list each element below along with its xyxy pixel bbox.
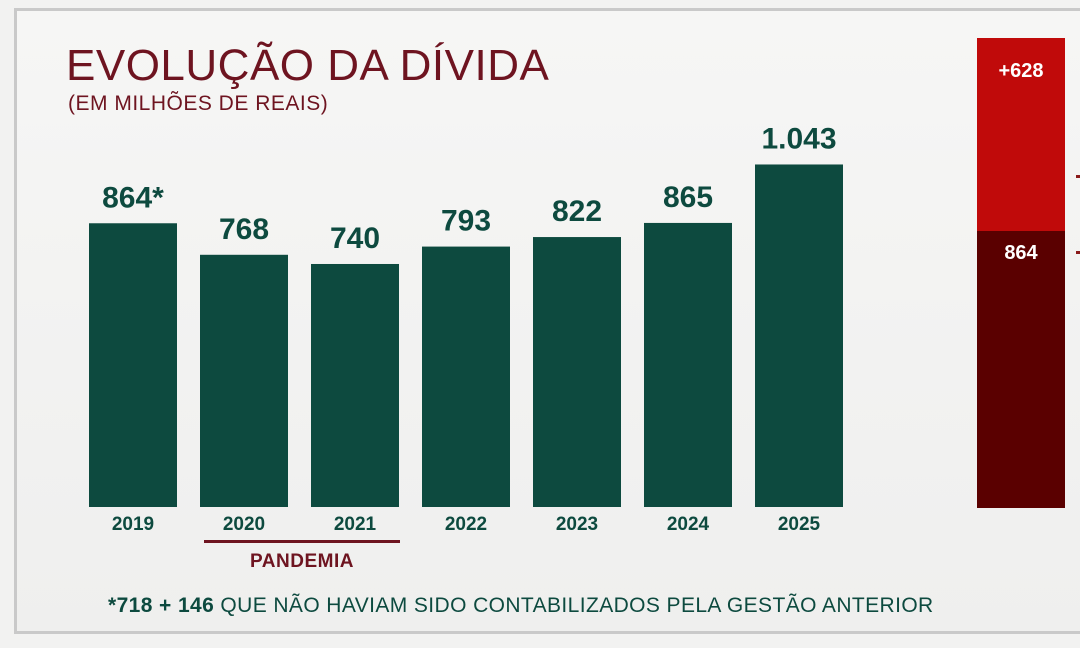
chart-title: EVOLUÇÃO DA DÍVIDA [66,41,550,90]
x-tick-2022: 2022 [445,514,487,535]
bar-2021 [311,263,399,507]
bar-2019 [89,223,177,508]
side-bar-base-label: 864 [1004,242,1038,264]
value-label-2021: 740 [330,222,380,255]
x-tick-2025: 2025 [778,514,821,535]
value-label-2023: 822 [552,195,602,228]
value-label-2025: 1.043 [761,122,836,155]
footnote: *718 + 146 QUE NÃO HAVIAM SIDO CONTABILI… [108,594,934,618]
side-bar-increase-segment: +628 [977,38,1065,231]
side-tick-lower [1076,251,1080,254]
side-bar-increase-label: +628 [998,60,1044,82]
x-tick-2021: 2021 [334,514,377,535]
pandemia-bracket-line [204,540,400,543]
side-tick-upper [1076,175,1080,178]
chart-subtitle: (EM MILHÕES DE REAIS) [68,92,329,115]
value-label-2019: 864* [102,181,164,214]
x-tick-2020: 2020 [223,514,265,535]
bar-2025 [755,164,843,507]
x-tick-2023: 2023 [556,514,598,535]
bar-2023 [533,237,621,507]
value-label-2022: 793 [441,205,491,238]
side-bar-base-segment: 864 [977,231,1065,508]
x-tick-2024: 2024 [667,514,710,535]
bar-2020 [200,254,288,507]
bar-2022 [422,246,510,507]
footnote-text: QUE NÃO HAVIAM SIDO CONTABILIZADOS PELA … [214,594,934,617]
bar-2024 [644,222,732,507]
pandemia-label: PANDEMIA [250,551,354,572]
value-label-2024: 865 [663,181,713,214]
x-tick-2019: 2019 [112,514,154,535]
value-label-2020: 768 [219,213,269,246]
footnote-bold: *718 + 146 [108,594,215,617]
